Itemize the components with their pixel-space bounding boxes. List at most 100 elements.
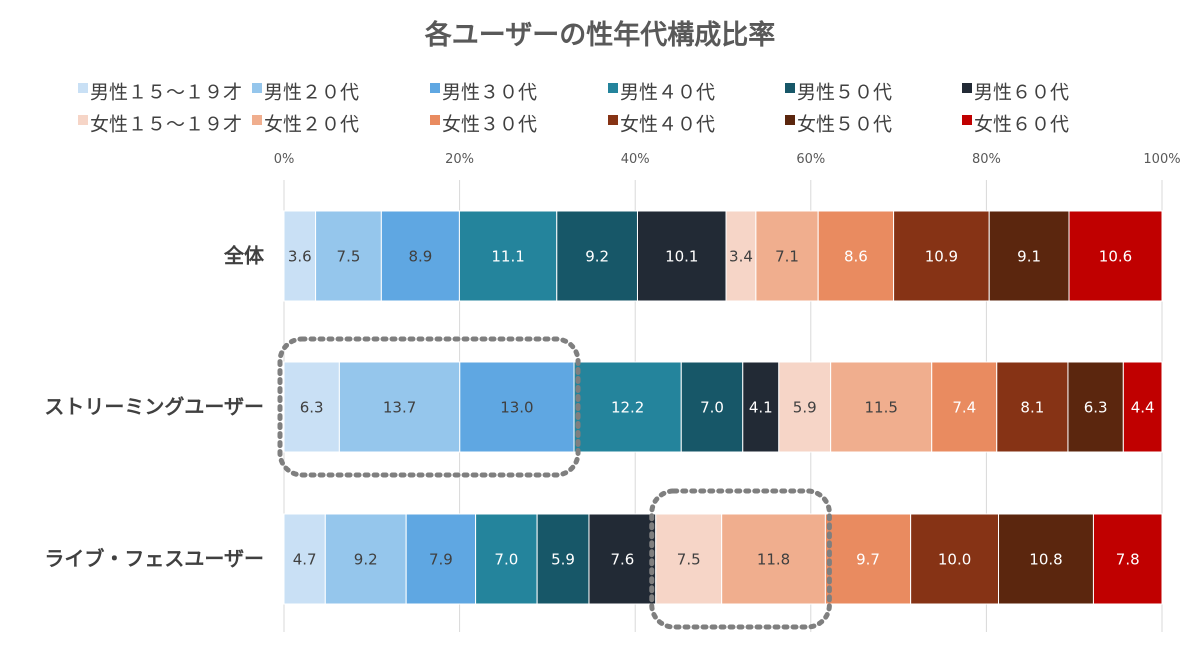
bar-segment <box>655 513 723 605</box>
legend-swatch <box>608 83 618 93</box>
legend-item: 女性４０代 <box>608 114 715 136</box>
bars: 3.6 7.5 8.9 11.1 9.2 10.1 3.4 7.1 8.6 10.9 9.1 10.6… <box>283 210 1163 605</box>
bar-segment <box>1122 361 1163 453</box>
bar-segment <box>725 210 757 302</box>
data-label: 4.4 <box>1131 399 1155 417</box>
highlight-box <box>649 488 832 630</box>
bar-segment <box>721 513 826 605</box>
data-label: 9.7 <box>856 551 880 569</box>
legend-swatch <box>430 115 440 125</box>
legend-label: 男性３０代 <box>442 82 537 104</box>
data-label: 10.6 <box>1099 248 1132 266</box>
highlight-box <box>277 336 581 478</box>
bar-segment <box>588 513 657 605</box>
legend-swatch <box>962 83 972 93</box>
legend-swatch <box>608 115 618 125</box>
legend-item: 女性６０代 <box>962 114 1069 136</box>
data-label: 9.2 <box>354 551 378 569</box>
bar-segment <box>1068 210 1163 302</box>
bar-segment <box>1067 361 1124 453</box>
x-tick-label: 20% <box>445 152 474 167</box>
legend-item: 女性２０代 <box>252 114 359 136</box>
legend-item: 男性３０代 <box>430 82 537 104</box>
data-label: 8.9 <box>408 248 432 266</box>
data-label: 10.8 <box>1029 551 1062 569</box>
legend-swatch <box>962 115 972 125</box>
bar-segment <box>893 210 990 302</box>
data-label: 7.0 <box>700 399 724 417</box>
legend-item: 男性５０代 <box>785 82 892 104</box>
bar-segment <box>931 361 998 453</box>
bar-segment <box>458 210 558 302</box>
legend-label: 女性３０代 <box>442 114 537 136</box>
legend-swatch <box>430 83 440 93</box>
bar-segment <box>742 361 780 453</box>
legend-swatch <box>78 83 88 93</box>
bar-segment <box>475 513 538 605</box>
legend-item: 男性４０代 <box>608 82 715 104</box>
data-label: 6.3 <box>300 399 324 417</box>
data-label: 13.7 <box>383 399 416 417</box>
data-label: 7.6 <box>610 551 634 569</box>
bar-segment <box>998 513 1094 605</box>
x-tick-label: 40% <box>621 152 650 167</box>
data-label: 4.1 <box>749 399 773 417</box>
category-label: ライブ・フェスユーザー <box>44 547 264 571</box>
legend-label: 女性１５～１９才 <box>90 114 242 136</box>
legend-label: 女性５０代 <box>797 114 892 136</box>
legend-item: 女性３０代 <box>430 114 537 136</box>
data-label: 12.2 <box>611 399 644 417</box>
data-label: 11.5 <box>864 399 897 417</box>
legend-item: 男性１５～１９才 <box>78 82 242 104</box>
legend-item: 男性６０代 <box>962 82 1069 104</box>
legend-label: 女性６０代 <box>974 114 1069 136</box>
data-label: 9.1 <box>1017 248 1041 266</box>
bar-segment <box>556 210 638 302</box>
legend-label: 男性６０代 <box>974 82 1069 104</box>
bar-segment <box>338 361 461 453</box>
legend-label: 男性５０代 <box>797 82 892 104</box>
bar-segment <box>680 361 744 453</box>
legend: 男性１５～１９才 男性２０代 男性３０代 男性４０代 男性５０代 男性６０代女性１５～１９… <box>78 82 1069 136</box>
bar-segment <box>1092 513 1163 605</box>
data-label: 8.1 <box>1020 399 1044 417</box>
highlight-boxes <box>277 336 832 630</box>
data-label: 10.0 <box>938 551 971 569</box>
data-label: 7.9 <box>429 551 453 569</box>
bar-segment <box>283 210 317 302</box>
data-label: 7.1 <box>775 248 799 266</box>
data-label: 6.3 <box>1084 399 1108 417</box>
data-label: 11.8 <box>757 551 790 569</box>
category-label: 全体 <box>223 244 265 268</box>
legend-label: 男性４０代 <box>620 82 715 104</box>
category-label: ストリーミングユーザー <box>44 395 264 419</box>
bar-segment <box>536 513 590 605</box>
legend-swatch <box>252 115 262 125</box>
data-label: 10.9 <box>925 248 958 266</box>
bar-segment <box>283 361 340 453</box>
x-tick-label: 0% <box>274 152 295 167</box>
data-label: 3.4 <box>729 248 753 266</box>
bar-segment <box>755 210 819 302</box>
legend-label: 男性１５～１９才 <box>90 82 242 104</box>
bar-segment <box>324 513 407 605</box>
x-tick-label: 60% <box>796 152 825 167</box>
data-label: 7.8 <box>1116 551 1140 569</box>
data-label: 11.1 <box>491 248 524 266</box>
data-label: 3.6 <box>288 248 312 266</box>
x-tick-label: 80% <box>972 152 1001 167</box>
data-label: 7.0 <box>494 551 518 569</box>
legend-label: 女性２０代 <box>264 114 359 136</box>
legend-item: 女性５０代 <box>785 114 892 136</box>
bar-segment <box>817 210 895 302</box>
legend-swatch <box>78 115 88 125</box>
data-label: 5.9 <box>551 551 575 569</box>
data-label: 7.4 <box>952 399 976 417</box>
data-label: 13.0 <box>500 399 533 417</box>
data-label: 9.2 <box>585 248 609 266</box>
legend-swatch <box>785 83 795 93</box>
data-label: 4.7 <box>293 551 317 569</box>
